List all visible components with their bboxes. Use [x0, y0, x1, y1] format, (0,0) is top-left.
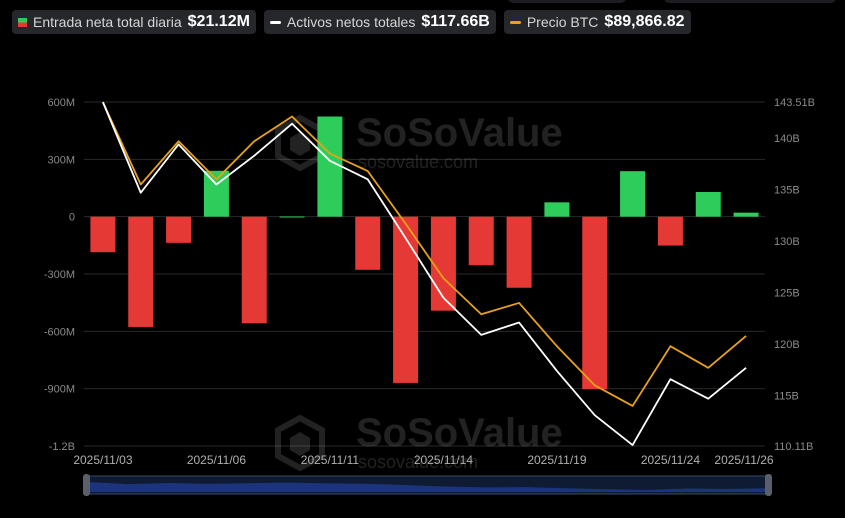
x-tick-label: 2025/11/14: [414, 453, 473, 467]
inflow-bar[interactable]: [355, 216, 381, 270]
inflow-bar[interactable]: [733, 212, 759, 217]
y-axis-right: 143.51B 140B 135B 130B 125B 120B 115B 110.11B: [774, 97, 815, 453]
inflow-bar[interactable]: [430, 216, 456, 311]
inflow-swatch-icon: [18, 17, 27, 27]
inflow-bar[interactable]: [620, 171, 646, 217]
y-left-tick-label: -900M: [44, 384, 75, 396]
x-tick-label: 2025/11/24: [641, 453, 700, 467]
assets-line[interactable]: [102, 101, 747, 446]
inflow-bar[interactable]: [582, 216, 608, 390]
y-right-tick-label: 120B: [774, 339, 800, 351]
x-tick-label: 2025/11/19: [527, 453, 586, 467]
watermark-logo-icon: [275, 414, 325, 472]
legend-item-assets[interactable]: Activos netos totales $117.66B: [263, 10, 496, 34]
price-line[interactable]: [102, 101, 747, 407]
y-right-tick-label: 110.11B: [774, 441, 813, 453]
inflow-bar[interactable]: [695, 192, 721, 217]
y-left-tick-label: 600M: [47, 97, 75, 109]
price-swatch-icon: [509, 20, 521, 24]
y-right-tick-label: 143.51B: [774, 97, 815, 109]
inflow-bar[interactable]: [241, 216, 267, 324]
watermark-title: SoSoValue: [356, 411, 563, 455]
watermarks: SoSoValue sosovalue.com SoSoValue sosova…: [275, 111, 563, 472]
range-slider[interactable]: [83, 474, 772, 496]
legend-item-price[interactable]: Precio BTC $89,866.82: [503, 10, 691, 34]
y-right-tick-label: 135B: [774, 185, 800, 197]
legend-inflow-value: $21.12M: [187, 13, 250, 30]
inflow-bar[interactable]: [166, 216, 192, 243]
watermark-title: SoSoValue: [356, 111, 563, 155]
legend-assets-label: Activos netos totales: [286, 14, 416, 30]
legend-item-inflow[interactable]: Entrada neta total diaria $21.12M: [12, 10, 256, 34]
y-left-tick-label: -300M: [44, 269, 75, 281]
chart-legend: Entrada neta total diaria $21.12M Activo…: [12, 10, 691, 34]
legend-inflow-label: Entrada neta total diaria: [33, 14, 182, 30]
inflow-bar[interactable]: [544, 202, 570, 217]
watermark-subtitle: sosovalue.com: [358, 152, 478, 172]
inflow-bar[interactable]: [468, 216, 494, 266]
y-right-tick-label: 115B: [774, 391, 799, 403]
y-left-tick-label: 300M: [47, 154, 75, 166]
y-axis-left: 600M 300M 0 -300M -600M -900M -1.2B: [44, 97, 75, 453]
x-tick-label: 2025/11/11: [301, 453, 360, 467]
assets-swatch-icon: [269, 20, 281, 24]
inflow-bar[interactable]: [279, 216, 305, 218]
top-tab-right: [664, 0, 836, 3]
y-left-tick-label: 0: [69, 212, 75, 224]
x-tick-label: 2025/11/26: [714, 453, 773, 467]
inflow-bar[interactable]: [128, 216, 154, 327]
x-tick-label: 2025/11/06: [187, 453, 246, 467]
y-left-tick-label: -1.2B: [49, 441, 75, 453]
legend-price-value: $89,866.82: [604, 13, 685, 30]
legend-assets-value: $117.66B: [421, 13, 490, 30]
inflow-bar[interactable]: [393, 216, 419, 383]
slider-left-handle[interactable]: [83, 474, 90, 496]
x-axis: 2025/11/03 2025/11/06 2025/11/11 2025/11/14…: [73, 453, 774, 467]
inflow-bar[interactable]: [90, 216, 116, 253]
y-right-tick-label: 130B: [774, 236, 800, 248]
y-left-tick-label: -600M: [44, 326, 75, 338]
x-tick-label: 2025/11/03: [73, 453, 132, 467]
inflow-bar[interactable]: [317, 116, 343, 217]
inflow-bar[interactable]: [506, 216, 532, 288]
slider-right-handle[interactable]: [765, 474, 772, 496]
watermark-subtitle: sosovalue.com: [358, 452, 478, 472]
top-tab-left: [508, 0, 626, 3]
inflow-bar[interactable]: [657, 216, 683, 246]
inflow-bars: [90, 116, 759, 390]
y-right-tick-label: 140B: [774, 133, 800, 145]
slider-preview-area: [88, 482, 767, 492]
legend-price-label: Precio BTC: [526, 14, 599, 30]
y-right-tick-label: 125B: [774, 288, 800, 300]
series-lines: [102, 101, 747, 446]
